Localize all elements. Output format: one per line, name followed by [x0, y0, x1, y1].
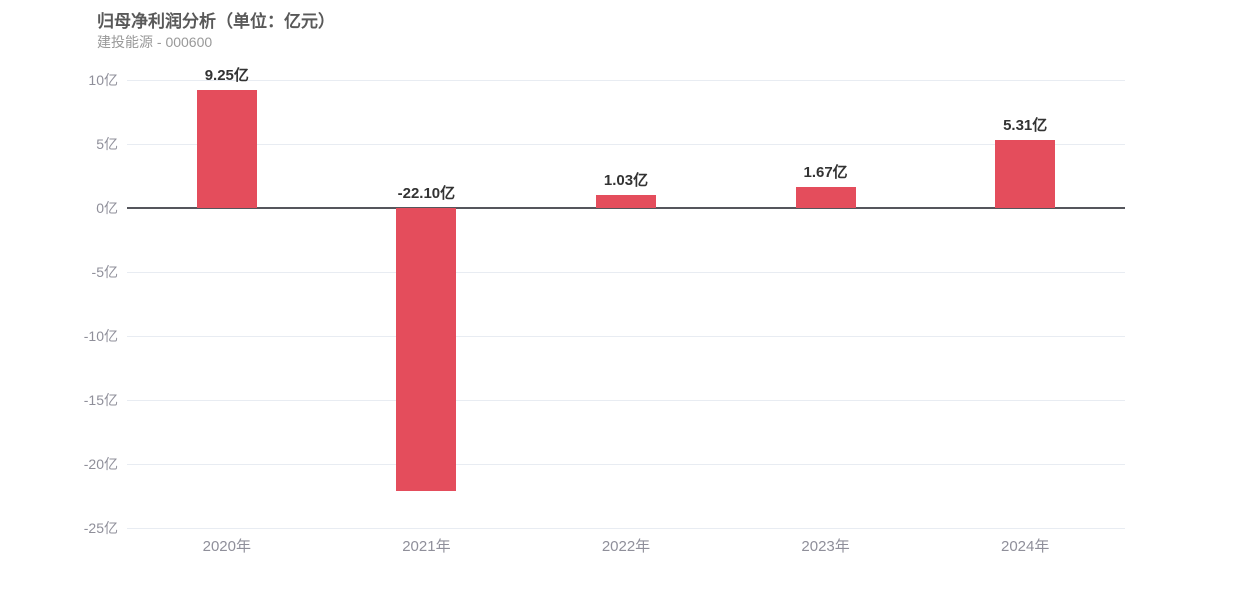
y-axis-tick-label: -15亿 — [83, 392, 118, 408]
x-axis-tick-label: 2024年 — [1001, 538, 1050, 555]
gridline — [127, 80, 1125, 81]
gridline — [127, 400, 1125, 401]
zero-axis-line — [127, 207, 1125, 209]
bar-2020年[interactable] — [196, 89, 257, 208]
gridline — [127, 272, 1125, 273]
x-axis-tick-label: 2023年 — [801, 538, 850, 555]
bar-2022年[interactable] — [596, 194, 656, 208]
gridline — [127, 464, 1125, 465]
gridline — [127, 144, 1125, 145]
y-axis-tick-label: -10亿 — [83, 328, 118, 344]
bar-value-label: 1.03亿 — [603, 171, 649, 189]
x-axis-tick-label: 2020年 — [202, 538, 251, 555]
x-axis-tick-label: 2022年 — [601, 538, 651, 555]
chart-title: 归母净利润分析（单位：亿元） — [97, 12, 335, 31]
bar-value-label: 1.67亿 — [803, 163, 848, 181]
y-axis-tick-label: 0亿 — [96, 200, 118, 216]
gridline — [127, 336, 1125, 337]
bar-value-label: 5.31亿 — [1003, 117, 1048, 135]
bar-value-label: 9.25亿 — [204, 66, 249, 84]
bar-2024年[interactable] — [995, 140, 1056, 208]
y-axis-tick-label: 10亿 — [88, 72, 118, 88]
y-axis-tick-label: -5亿 — [91, 264, 118, 280]
chart-subtitle: 建投能源 - 000600 — [97, 34, 213, 50]
x-axis-tick-label: 2021年 — [402, 538, 451, 555]
gridline — [127, 528, 1125, 529]
y-axis-tick-label: -20亿 — [83, 456, 118, 472]
y-axis-tick-label: -25亿 — [83, 520, 118, 536]
y-axis-tick-label: 5亿 — [96, 136, 118, 152]
bar-2023年[interactable] — [795, 186, 856, 208]
bar-2021年[interactable] — [396, 208, 457, 491]
bar-value-label: -22.10亿 — [397, 185, 456, 202]
